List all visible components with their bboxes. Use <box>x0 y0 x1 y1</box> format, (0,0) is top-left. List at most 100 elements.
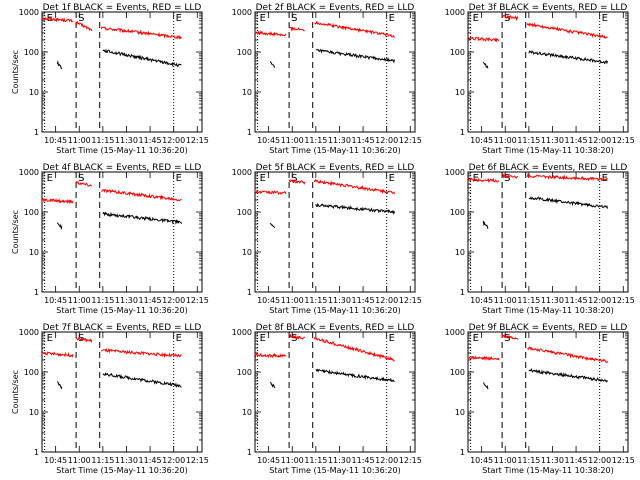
x-tick-label: 11:15 <box>91 456 114 465</box>
event-marker-label: E <box>47 173 53 184</box>
event-marker-label: E <box>602 173 608 184</box>
y-tick-label: 100 <box>450 208 465 217</box>
x-tick-label: 11:45 <box>565 136 588 145</box>
event-marker-label: S <box>504 173 510 184</box>
panel-4: Det 4f BLACK = Events, RED = LLD 1 10 100 10… <box>11 163 209 315</box>
lld-series-line <box>41 16 73 23</box>
lld-series-line <box>254 30 287 37</box>
event-marker-label: E <box>47 333 53 344</box>
y-tick-label: 10 <box>455 88 465 97</box>
y-tick-label: 1 <box>34 448 39 457</box>
events-series-line <box>528 368 608 383</box>
x-tick-label: 12:00 <box>375 456 398 465</box>
event-marker-label: S <box>504 13 510 24</box>
x-tick-label: 11:00 <box>68 296 91 305</box>
lld-series-line <box>41 351 74 358</box>
x-tick-label: 12:15 <box>186 296 209 305</box>
x-tick-label: 11:45 <box>352 136 375 145</box>
y-tick-label: 1000 <box>232 328 252 337</box>
plot-frame <box>254 171 416 293</box>
panel-title: Det 8f BLACK = Events, RED = LLD <box>256 323 415 333</box>
x-tick-label: 12:15 <box>186 136 209 145</box>
x-tick-label: 11:30 <box>328 296 351 305</box>
x-tick-label: 12:15 <box>186 456 209 465</box>
panel-8: Det 8f BLACK = Events, RED = LLD 1 10 100 10… <box>232 323 422 475</box>
x-tick-label: 12:00 <box>588 456 611 465</box>
y-tick-label: 10 <box>242 248 252 257</box>
plot-frame <box>41 11 203 133</box>
x-tick-label: 12:00 <box>162 136 185 145</box>
x-axis-label: Start Time (15-May-11 10:36:20) <box>56 146 187 155</box>
x-tick-label: 11:15 <box>91 296 114 305</box>
y-tick-label: 10 <box>455 248 465 257</box>
events-series-line <box>315 48 395 64</box>
x-tick-label: 10:45 <box>44 136 67 145</box>
x-tick-label: 10:45 <box>44 456 67 465</box>
y-tick-label: 10 <box>29 408 39 417</box>
y-tick-label: 1 <box>247 128 252 137</box>
x-axis-label: Start Time (15-May-11 10:38:20) <box>482 306 613 315</box>
x-tick-label: 11:15 <box>304 136 327 145</box>
lld-series-line <box>501 14 519 21</box>
event-marker-label: E <box>473 13 479 24</box>
lld-series-line <box>467 36 500 43</box>
x-tick-label: 11:15 <box>517 456 540 465</box>
lld-series-line <box>467 355 500 362</box>
y-tick-label: 100 <box>450 48 465 57</box>
x-tick-label: 11:45 <box>565 296 588 305</box>
x-tick-label: 11:30 <box>541 136 564 145</box>
event-marker-label: S <box>78 173 84 184</box>
y-tick-label: 1000 <box>232 8 252 17</box>
panel-title: Det 4f BLACK = Events, RED = LLD <box>43 163 202 173</box>
events-series-line <box>315 202 395 215</box>
y-tick-label: 100 <box>24 208 39 217</box>
event-marker-label: S <box>291 13 297 24</box>
x-tick-label: 11:45 <box>565 456 588 465</box>
x-tick-label: 11:00 <box>281 136 304 145</box>
x-tick-label: 11:45 <box>352 456 375 465</box>
x-tick-label: 11:45 <box>139 456 162 465</box>
panel-title: Det 7f BLACK = Events, RED = LLD <box>43 323 202 333</box>
y-tick-label: 100 <box>24 48 39 57</box>
events-series-line <box>528 49 608 65</box>
y-tick-label: 100 <box>237 208 252 217</box>
y-axis-label: Counts/sec <box>11 210 20 254</box>
y-tick-label: 1 <box>247 288 252 297</box>
x-tick-label: 11:30 <box>541 456 564 465</box>
y-tick-label: 10 <box>455 408 465 417</box>
events-series-line <box>483 382 489 390</box>
y-tick-label: 1 <box>247 448 252 457</box>
x-tick-label: 12:15 <box>612 136 635 145</box>
plot-frame <box>41 331 203 453</box>
panel-6: Det 6f BLACK = Events, RED = LLD 1 10 100 10… <box>445 163 635 315</box>
event-marker-label: E <box>602 333 608 344</box>
x-tick-label: 11:00 <box>494 456 517 465</box>
x-tick-label: 11:00 <box>281 296 304 305</box>
event-marker-label: E <box>176 173 182 184</box>
x-axis-label: Start Time (15-May-11 10:36:20) <box>269 146 400 155</box>
lld-series-line <box>467 177 500 184</box>
events-series-line <box>315 368 395 383</box>
panel-1: Det 1f BLACK = Events, RED = LLD 1 10 100 10… <box>11 3 209 155</box>
x-axis-label: Start Time (15-May-11 10:36:20) <box>269 466 400 475</box>
y-tick-label: 1 <box>460 128 465 137</box>
events-series-line <box>269 381 276 389</box>
lld-series-line <box>254 189 287 196</box>
y-tick-label: 10 <box>242 408 252 417</box>
x-tick-label: 10:45 <box>257 136 280 145</box>
y-tick-label: 100 <box>237 48 252 57</box>
x-axis-label: Start Time (15-May-11 10:38:20) <box>482 466 613 475</box>
event-marker-label: S <box>291 173 297 184</box>
event-marker-label: E <box>389 333 395 344</box>
x-tick-label: 11:45 <box>139 136 162 145</box>
event-marker-label: E <box>602 13 608 24</box>
lld-series-line <box>526 22 608 40</box>
lld-series-line <box>75 336 93 344</box>
lld-series-line <box>501 333 519 340</box>
x-tick-label: 12:00 <box>162 296 185 305</box>
x-tick-label: 11:30 <box>541 296 564 305</box>
x-tick-label: 10:45 <box>257 296 280 305</box>
events-series-line <box>102 211 182 225</box>
plot-frame <box>254 11 416 133</box>
